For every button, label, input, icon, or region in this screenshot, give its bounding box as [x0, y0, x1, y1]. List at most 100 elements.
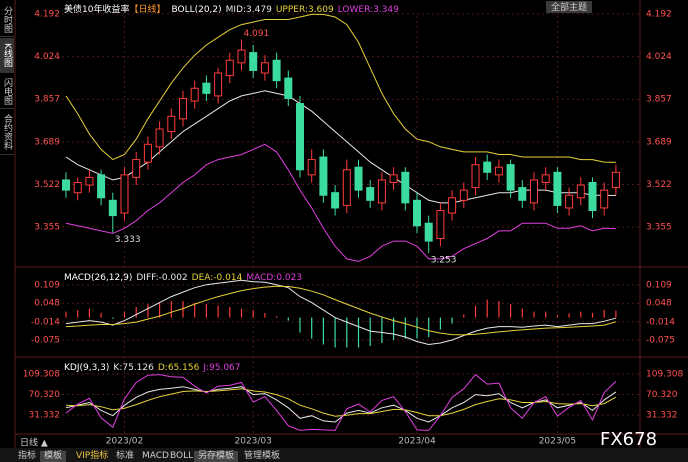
candle-body	[518, 187, 527, 201]
toolbar	[0, 448, 688, 462]
candle-body	[284, 77, 293, 99]
candle-body	[541, 174, 550, 183]
legend-entry: K:75.126	[113, 363, 154, 373]
candle-body	[494, 166, 503, 176]
sidebar-tab[interactable]: 分时图	[0, 2, 14, 37]
candle-body	[506, 164, 515, 191]
candle-body	[483, 161, 492, 173]
candle-body	[588, 181, 597, 212]
candle-body	[190, 87, 199, 102]
legend: KDJ(9,3,3) K:75.126 D:65.156 J:95.067	[64, 363, 241, 373]
candle-body	[97, 174, 106, 199]
candle-body	[120, 174, 129, 214]
indicator-line	[65, 373, 617, 431]
candle-body	[331, 192, 340, 209]
candle-body	[459, 189, 468, 201]
candle-body	[611, 171, 620, 189]
y-tick-label: 31.332	[29, 410, 61, 420]
y-tick-label-right: 4.192	[646, 9, 672, 19]
y-tick-label-right: -0.014	[646, 317, 675, 327]
x-tick-label: 2023/05	[539, 437, 576, 447]
candle-body	[377, 179, 386, 204]
candle-body	[366, 187, 375, 201]
candle-body	[260, 62, 269, 74]
y-tick-label-right: 3.857	[646, 95, 672, 105]
y-tick-label: 3.689	[34, 138, 60, 148]
sidebar-tab[interactable]: 闪电图	[0, 74, 14, 109]
y-tick-label-right: -0.075	[646, 336, 675, 346]
x-tick-label: 2023/04	[398, 437, 436, 447]
candle-body	[413, 199, 421, 227]
candle-body	[272, 59, 281, 82]
y-tick-label-right: 0.048	[646, 299, 672, 309]
y-tick-label: -0.014	[31, 317, 60, 327]
legend: 美债10年收益率【日线】 BOLL(20,2) MID:3.479 UPPER:3.6…	[64, 3, 399, 15]
y-tick-label: 0.109	[34, 280, 60, 290]
indicator-line	[65, 279, 617, 346]
background	[15, 0, 688, 448]
candle-body	[225, 59, 234, 77]
y-tick-label-right: 31.332	[646, 410, 678, 420]
candle-body	[436, 210, 445, 240]
y-tick-label-right: 3.689	[646, 138, 672, 148]
legend-entry: DIFF:-0.002	[136, 273, 187, 283]
candle-body	[342, 169, 351, 206]
candle-body	[448, 197, 457, 214]
watermark: FX678	[600, 429, 657, 450]
x-tick-label: 2023/03	[235, 437, 272, 447]
indicator-line	[65, 285, 617, 336]
y-tick-label: 3.857	[34, 95, 60, 105]
toolbar-tab[interactable]: 另存模板	[194, 451, 239, 462]
candle-body	[214, 72, 223, 97]
period-label[interactable]: 日线 ▲	[20, 437, 48, 449]
candle-body	[530, 179, 538, 204]
candle-body	[424, 222, 433, 242]
toolbar-tab[interactable]: 模板	[40, 451, 67, 462]
candle-body	[73, 181, 82, 194]
indicator: BOLL(20,2)	[171, 5, 221, 15]
toolbar-tab[interactable]: MACD	[142, 451, 169, 461]
legend-entry: UPPER:3.609	[276, 5, 334, 15]
candle-body	[108, 199, 117, 217]
y-tick-label-right: 70.320	[646, 390, 678, 400]
chart-title: 美债10年收益率	[64, 3, 129, 15]
candle-body	[401, 171, 410, 204]
indicator-line	[65, 13, 616, 163]
theme-button-label[interactable]: 全部主题	[551, 1, 587, 13]
toolbar-tab[interactable]: VIP指标	[76, 451, 109, 461]
sidebar-tab[interactable]: 合约资料	[0, 110, 14, 155]
sidebar-tab[interactable]: K线图	[0, 38, 14, 73]
candle-body	[600, 189, 609, 209]
legend-entry: J:95.067	[202, 363, 240, 373]
theme-button[interactable]	[546, 1, 592, 13]
toolbar-tab[interactable]: 标准	[116, 451, 135, 461]
candle-body	[576, 184, 585, 199]
y-tick-label: 4.192	[34, 9, 60, 19]
legend-entry: D:65.156	[158, 363, 200, 373]
toolbar-tab[interactable]: 指标	[18, 451, 37, 461]
candle-body	[296, 103, 304, 171]
indicator-line	[65, 143, 616, 262]
y-tick-label-right: 0.109	[646, 280, 672, 290]
toolbar-tab[interactable]: 管理模板	[244, 451, 281, 461]
price-annotation: 3.253	[431, 256, 457, 266]
indicator: MACD(26,12,9)	[64, 273, 132, 283]
legend-entry: MID:3.479	[226, 5, 272, 15]
y-tick-label: 3.522	[34, 180, 60, 190]
y-tick-label: 109.308	[23, 369, 60, 379]
candle-body	[553, 171, 562, 206]
candle-body	[237, 49, 246, 64]
candle-body	[249, 52, 258, 71]
toolbar-tab[interactable]: BOLL	[170, 451, 194, 461]
legend: MACD(26,12,9) DIFF:-0.002 DEA:-0.014 MACD:0…	[64, 273, 302, 283]
y-tick-label-right: 4.024	[646, 52, 672, 62]
candle-body	[471, 164, 480, 189]
candle-body	[143, 143, 152, 163]
y-tick-label: 4.024	[34, 52, 60, 62]
price-annotation: 4.091	[244, 29, 270, 39]
y-tick-label-right: 3.522	[646, 180, 672, 190]
y-tick-label-right: 109.308	[646, 369, 683, 379]
candle-body	[565, 194, 574, 209]
candle-body	[167, 115, 176, 133]
